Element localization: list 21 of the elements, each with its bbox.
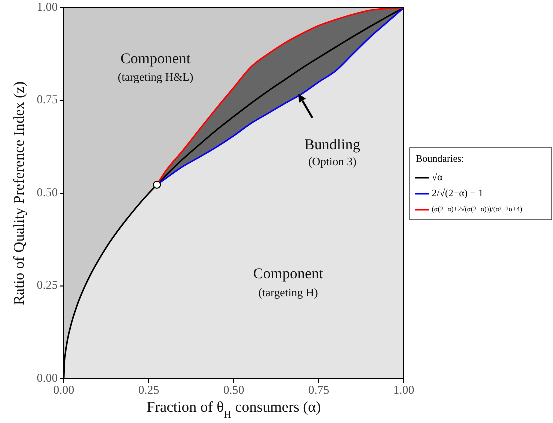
annotation: Component [253,266,324,283]
legend-label: 2/√(2−α) − 1 [432,188,484,200]
y-tick-label: 0.25 [37,278,58,292]
x-tick-label: 0.50 [224,383,244,397]
annotation: (targeting H&L) [118,72,194,84]
annotation: Bundling [304,137,362,154]
x-tick-label: 0.75 [308,383,330,397]
legend-label: √α [432,172,444,184]
y-tick-label: 0.50 [37,185,58,200]
x-tick-label: 0.00 [54,383,74,397]
x-axis-title: Fraction of θ$_{H}$ consumers (α) [146,400,322,420]
annotation: Component [120,51,192,68]
x-tick-label: 0.25 [138,383,160,397]
x-tick-label: 1.00 [394,383,414,397]
annotation: (Option 3) [308,156,357,169]
annotation: (targeting H) [258,288,318,300]
legend-title: Boundaries: [416,154,464,165]
y-axis-title: Ratio of Quality Preference Index (z) [12,82,28,306]
y-tick-label: 0.75 [37,92,58,106]
y-tick-label: 1.00 [37,0,58,14]
y-tick-label: 0.00 [37,370,58,385]
